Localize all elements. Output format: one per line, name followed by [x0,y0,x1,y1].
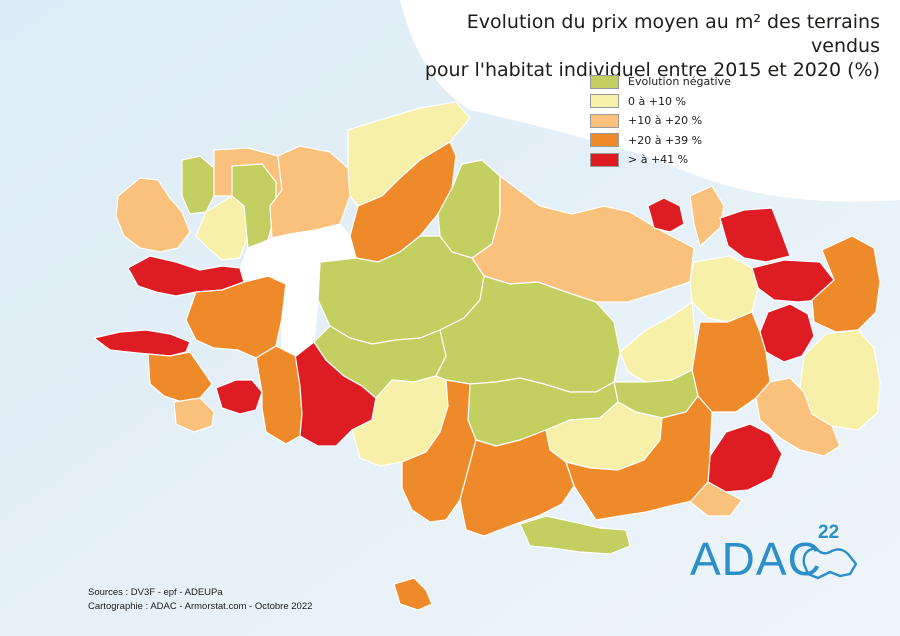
region-rance-red [719,207,791,263]
department-outline-icon [802,546,858,580]
adac-logo: ADAC 22 [690,522,865,586]
legend-item: Evolution négative [590,72,731,92]
title-background [400,0,900,202]
region-redon-orange [565,395,713,521]
legend: Evolution négative 0 à +10 % +10 à +20 %… [590,72,731,170]
legend-label: > à +41 % [628,153,689,167]
legend-swatch [590,94,619,109]
region-west-north-1 [115,177,191,253]
region-st-malo-light [689,185,725,247]
region-rennes-south-light [755,377,841,457]
legend-swatch [590,113,619,128]
region-crozon-red [93,329,191,357]
legend-swatch [590,152,619,167]
sources-line: Sources : DV3F - epf - ADEUPa [88,587,223,598]
region-belle-ile-orange [393,577,433,611]
region-quimper-red [215,379,263,415]
legend-item: 0 à +10 % [590,92,731,112]
region-south-light [689,481,743,517]
legend-item: > à +41 % [590,150,731,170]
cartography-line: Cartographie : ADAC - Armorstat.com - Oc… [88,601,313,612]
region-southwest-light [173,397,215,433]
legend-swatch [590,133,619,148]
region-vannes-orange [459,429,575,537]
region-centre-yellow-east [619,301,697,383]
logo-number: 22 [818,522,840,543]
legend-label: +20 à +39 % [628,133,703,147]
logo-text: ADAC [690,533,822,585]
map-title: Evolution du prix moyen au m² des terrai… [400,10,880,82]
region-south-green [519,515,631,555]
legend-label: Evolution négative [628,75,731,89]
region-quimper-orange [147,351,213,403]
legend-item: +10 à +20 % [590,111,731,131]
legend-label: 0 à +10 % [628,94,686,108]
legend-label: +10 à +20 % [628,114,703,128]
region-west-north-2 [181,155,215,215]
region-no-data-centre [239,223,357,357]
title-line-2: pour l'habitat individuel entre 2015 et … [424,59,880,81]
region-st-brieuc-red [647,197,685,233]
title-line-1: Evolution du prix moyen au m² des terrai… [466,11,880,57]
legend-swatch [590,74,619,89]
sources-note: Sources : DV3F - epf - ADEUPa Cartograph… [88,586,312,614]
legend-item: +20 à +39 % [590,131,731,151]
